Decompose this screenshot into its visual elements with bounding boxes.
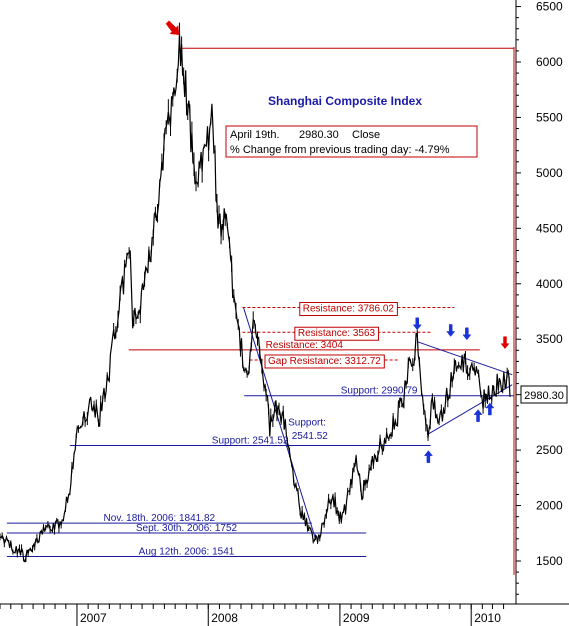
level-label: Resistance: 3786.02 — [303, 304, 395, 315]
level-label-box — [299, 302, 398, 317]
chart-title: Shanghai Composite Index — [268, 94, 422, 108]
y-tick-label: 1500 — [536, 554, 563, 568]
info-date: April 19th. — [230, 129, 280, 141]
last-price-value: 2980.30 — [524, 390, 564, 402]
y-tick-label: 3500 — [536, 332, 563, 346]
annotation-arrow — [412, 317, 422, 331]
annotation-arrow — [423, 450, 433, 463]
trendline — [243, 307, 316, 539]
info-pct-change: % Change from previous trading day: -4.7… — [230, 144, 450, 156]
y-tick-label: 4500 — [536, 221, 563, 235]
x-tick-label: 2008 — [211, 611, 238, 625]
x-tick-label: 2007 — [80, 611, 107, 625]
y-tick-label: 6500 — [536, 0, 563, 14]
level-label-box — [264, 354, 385, 369]
y-tick-label: 6000 — [536, 55, 563, 69]
level-label: Resistance: 3404 — [266, 340, 344, 351]
level-label: Resistance: 3563 — [298, 328, 376, 339]
annotation-arrow — [500, 336, 510, 350]
level-label: Support: 2541.52 — [212, 436, 289, 447]
annotation-arrow — [462, 327, 472, 341]
x-tick-label: 2010 — [474, 611, 501, 625]
annotation-arrow — [446, 324, 456, 337]
level-label: Aug 12th. 2006: 1541 — [139, 546, 235, 557]
y-tick-label: 5000 — [536, 166, 563, 180]
annotation-arrow — [473, 409, 483, 422]
support-note-label: Support: — [288, 418, 326, 429]
support-note-label: 2541.52 — [292, 431, 329, 442]
info-box: April 19th. 2980.30 Close % Change from … — [225, 125, 478, 158]
y-tick-label: 5500 — [536, 110, 563, 124]
level-label: Sept. 30th. 2006: 1752 — [136, 523, 238, 534]
y-tick-label: 2000 — [536, 499, 563, 513]
y-tick-label: 2500 — [536, 443, 563, 457]
info-close-value: 2980.30 — [299, 129, 339, 141]
annotation-arrow — [165, 20, 180, 36]
level-label: Support: 2990.79 — [341, 386, 418, 397]
level-label-box — [294, 326, 380, 341]
price-series-line — [0, 33, 511, 563]
info-close-label: Close — [352, 129, 380, 141]
annotation-arrow — [485, 402, 495, 416]
level-label: Nov. 18th. 2006: 1841.82 — [104, 513, 216, 524]
y-tick-label: 4000 — [536, 277, 563, 291]
trendline — [417, 341, 513, 376]
x-tick-label: 2009 — [343, 611, 370, 625]
last-price-tag: 2980.30 — [520, 385, 568, 404]
level-label: Gap Resistance: 3312.72 — [268, 356, 381, 367]
